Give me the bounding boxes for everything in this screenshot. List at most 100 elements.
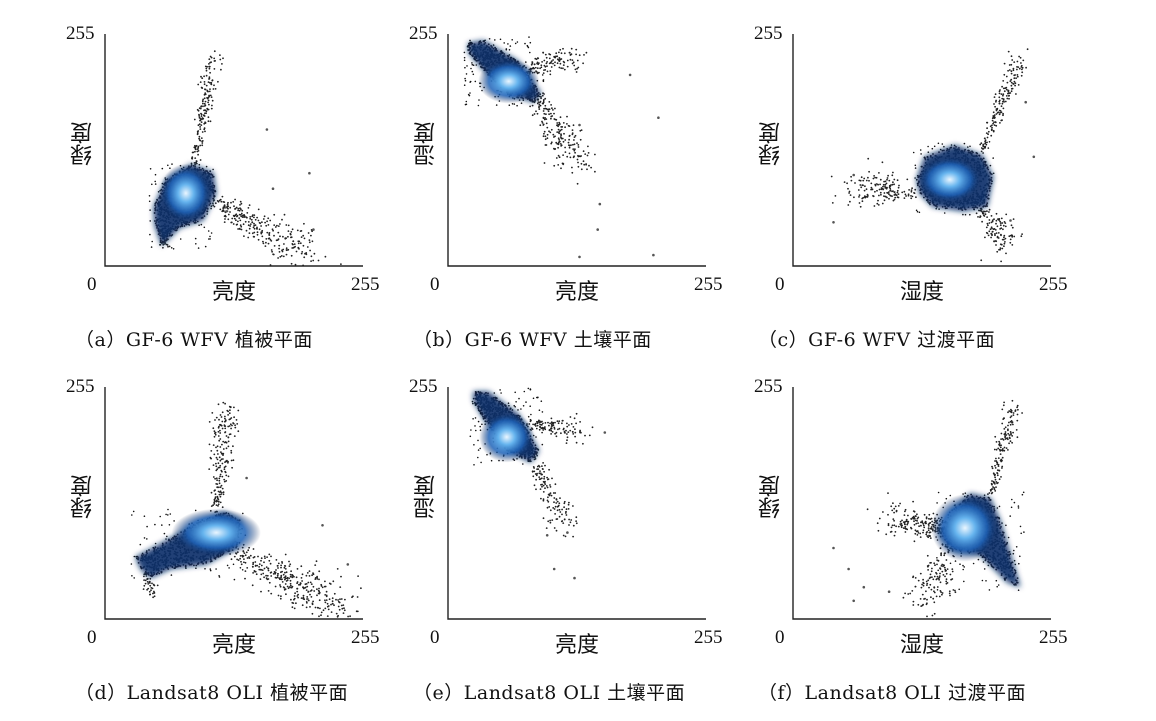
scatter-point [247,221,250,223]
y-axis-label: 绿度 [759,122,784,166]
scatter-point [281,250,284,253]
scatter-point [535,110,537,113]
scatter-point [1011,59,1014,61]
scatter-point [200,223,203,226]
scatter-point [220,452,223,455]
scatter-point [889,194,892,197]
scatter-point [284,237,287,240]
scatter-point [130,563,133,565]
scatter-point [209,238,211,240]
scatter-point [492,44,495,46]
scatter-point [299,230,302,233]
scatter-point [998,92,1001,95]
scatter-point [209,235,211,238]
scatter-point [516,104,518,107]
scatter-point [994,233,996,235]
scatter-point [896,189,899,192]
scatter-point [1010,84,1013,87]
y-tick-255: 255 [754,23,783,44]
scatter-point [235,219,237,222]
scatter-point [222,57,224,60]
scatter-point [246,212,249,214]
scatter-point [204,88,207,91]
x-tick-0: 0 [775,274,785,295]
scatter-point [870,186,873,189]
scatter-point [310,234,312,237]
scatter-point [307,232,310,234]
scatter-point [1012,69,1015,72]
scatter-point [991,230,994,233]
scatter-point [988,222,991,224]
scatter-point [204,112,206,115]
scatter-point [579,138,582,141]
scatter-point [865,179,868,182]
scatter-point [223,221,226,224]
scatter-point [248,204,251,207]
scatter-point [507,43,509,45]
scatter-point [234,426,237,429]
scatter-point [562,154,564,157]
scatter-point [1002,80,1005,82]
scatter-point [854,182,856,184]
scatter-point [199,118,202,120]
scatter-point [863,189,866,192]
scatter-point [862,179,865,182]
scatter-point [273,245,276,247]
scatter-point [262,240,264,243]
scatter-point [208,90,211,93]
scatter-point [1021,233,1023,236]
scatter-point [287,235,289,238]
scatter-point [265,241,267,244]
scatter-point [985,132,988,134]
scatter-point [224,215,227,218]
scatter-point [279,223,281,225]
scatter-point [881,161,884,164]
scatter-point [466,45,469,48]
scatter-point [879,191,882,194]
scatter-point [463,51,466,54]
scatter-point [1011,226,1014,229]
scatter-point [466,65,468,67]
scatter-point [536,112,539,115]
scatter-point [292,246,295,249]
scatter-point [172,248,175,250]
scatter-point [582,160,585,163]
scatter-point [208,67,211,70]
scatter-point [167,508,169,511]
scatter-point [877,199,879,202]
scatter-point [562,122,565,124]
scatter-point [265,224,268,227]
scatter-point [984,213,987,216]
scatter-point [201,100,204,103]
scatter-point [196,108,199,111]
scatter-point [272,253,274,256]
scatter-point [992,122,994,125]
scatter-point [170,247,173,249]
scatter-point [211,99,214,102]
scatter-point [559,136,562,138]
scatter-point [998,102,1001,105]
scatter-point [888,179,891,182]
scatter-point [850,175,852,178]
scatter-point [240,228,243,231]
scatter-point [290,262,293,265]
scatter-point [234,208,236,210]
scatter-point [154,183,157,185]
scatter-point [859,179,862,182]
scatter-point [544,65,547,68]
scatter-point [918,211,921,214]
scatter-point [568,152,571,155]
scatter-point [270,240,273,242]
scatter-point [282,248,285,251]
scatter-point [239,200,242,203]
scatter-point [544,97,547,100]
scatter-point [464,103,467,106]
scatter-point [221,195,224,198]
scatter-point [911,195,914,198]
scatter-point [995,109,998,112]
scatter-point [1005,252,1007,255]
scatter-point [995,124,998,127]
scatter-point [290,254,293,257]
scatter-point [148,200,151,203]
scatter-point [867,157,870,160]
